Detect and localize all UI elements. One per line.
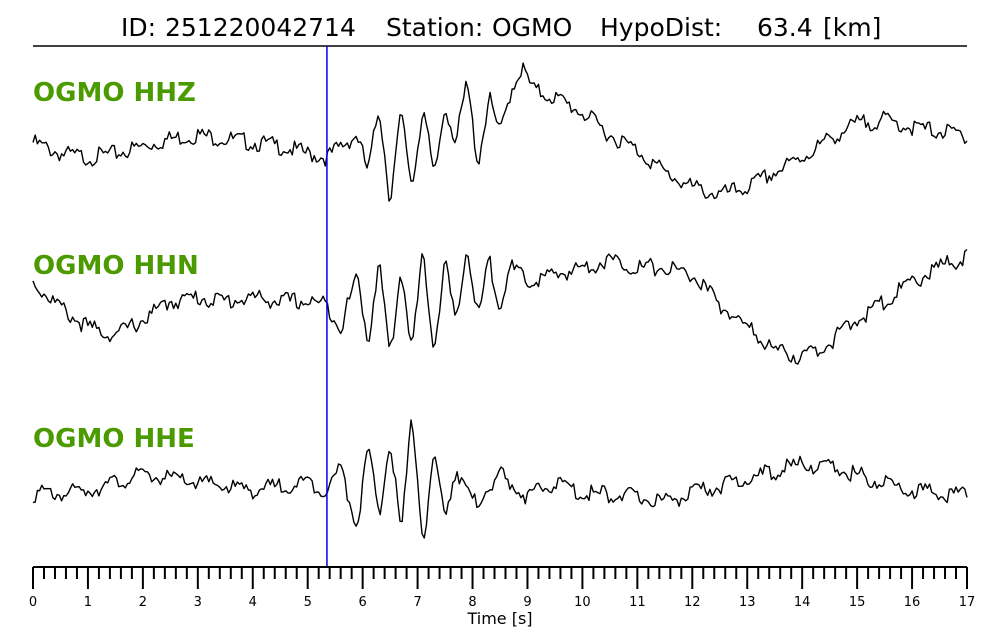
x-axis-label: Time [s]	[466, 609, 532, 628]
x-tick-label: 10	[574, 595, 591, 610]
x-tick-label: 13	[739, 595, 756, 610]
x-tick-label: 1	[84, 595, 92, 610]
x-tick-label: 5	[304, 595, 312, 610]
x-tick-label: 2	[139, 595, 147, 610]
x-tick-label: 14	[794, 595, 811, 610]
chart-title-station-value: OGMO	[492, 13, 572, 42]
x-tick-label: 3	[194, 595, 202, 610]
chart-title-hypodist-label: HypoDist:	[600, 13, 722, 42]
chart-title-id-label: ID:	[121, 13, 156, 42]
channel-label-hhz: OGMO HHZ	[33, 78, 196, 108]
x-tick-label: 17	[959, 595, 976, 610]
chart-title-hypodist-value: 63.4	[757, 13, 813, 42]
x-tick-label: 0	[29, 595, 37, 610]
channel-label-hhn: OGMO HHN	[33, 251, 199, 281]
x-tick-label: 6	[359, 595, 367, 610]
x-tick-label: 11	[629, 595, 646, 610]
chart-title-station-label: Station:	[386, 13, 483, 42]
x-tick-label: 8	[468, 595, 476, 610]
x-tick-label: 12	[684, 595, 701, 610]
x-tick-label: 4	[249, 595, 257, 610]
chart-title-hypodist-unit: [km]	[823, 13, 881, 42]
x-tick-label: 15	[849, 595, 866, 610]
x-axis: 0 1 2 3 4 5 6 7 8 9 10 11 12 13 14 15 16 17	[29, 566, 976, 610]
chart-title-id-value: 251220042714	[165, 13, 356, 42]
waveform-hhn	[32, 248, 968, 365]
waveform-hhz	[32, 62, 968, 202]
x-tick-label: 7	[413, 595, 421, 610]
waveform-hhe	[32, 419, 968, 539]
x-tick-label: 16	[904, 595, 921, 610]
channel-label-hhe: OGMO HHE	[33, 424, 195, 454]
x-tick-label: 9	[523, 595, 531, 610]
